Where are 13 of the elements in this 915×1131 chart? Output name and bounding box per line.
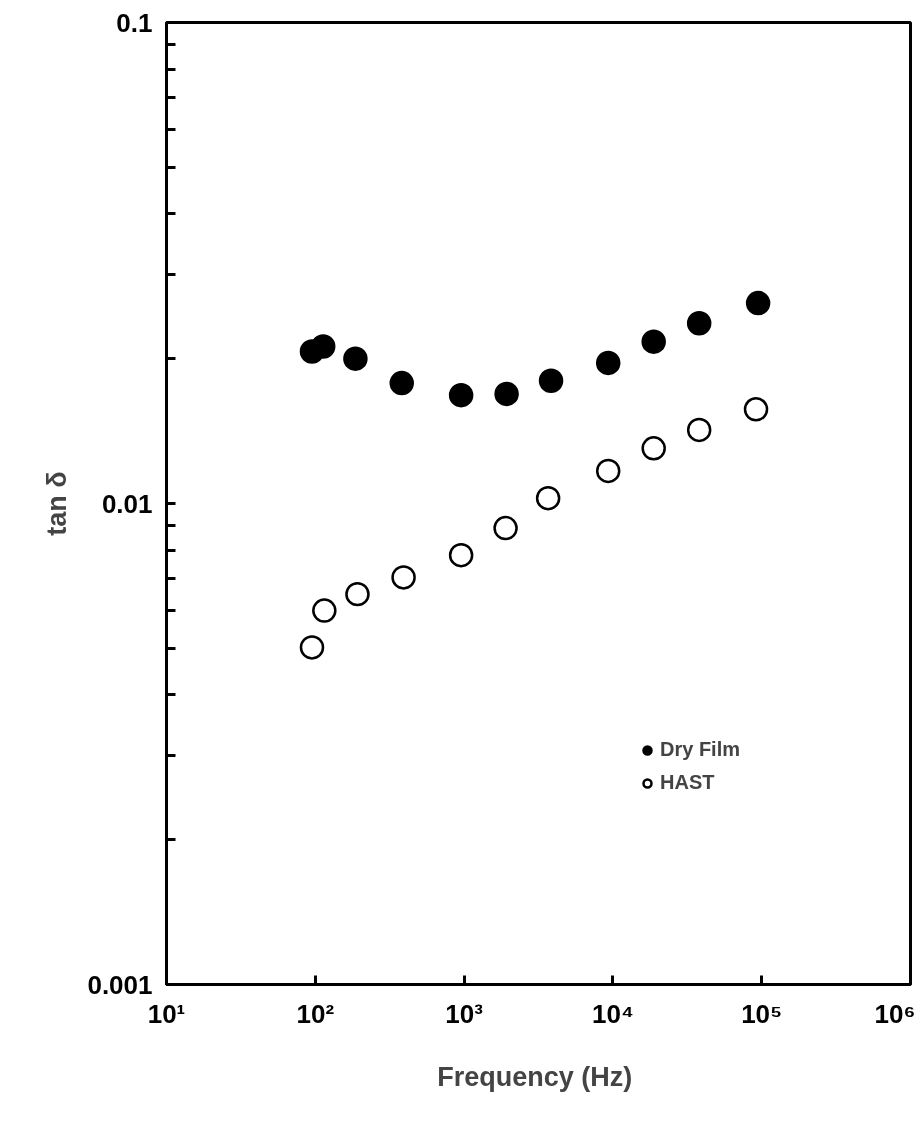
legend-label: Dry Film (660, 738, 741, 761)
y-tick-label: 0.01 (101, 488, 153, 519)
x-tick-label: 10¹ (147, 998, 186, 1029)
x-tick-label: 10³ (445, 998, 484, 1029)
legend-label: HAST (660, 771, 715, 794)
x-tick-label: 10² (296, 998, 335, 1029)
y-tick-label: 0.1 (116, 7, 153, 38)
x-tick-label: 10⁶ (874, 998, 915, 1029)
y-tick-label: 0.001 (87, 969, 153, 1000)
x-tick-label: 10⁵ (741, 998, 783, 1029)
x-tick-label: 10⁴ (592, 998, 634, 1029)
y-axis-title: tan δ (42, 471, 73, 536)
x-axis-title: Frequency (Hz) (437, 1061, 633, 1092)
